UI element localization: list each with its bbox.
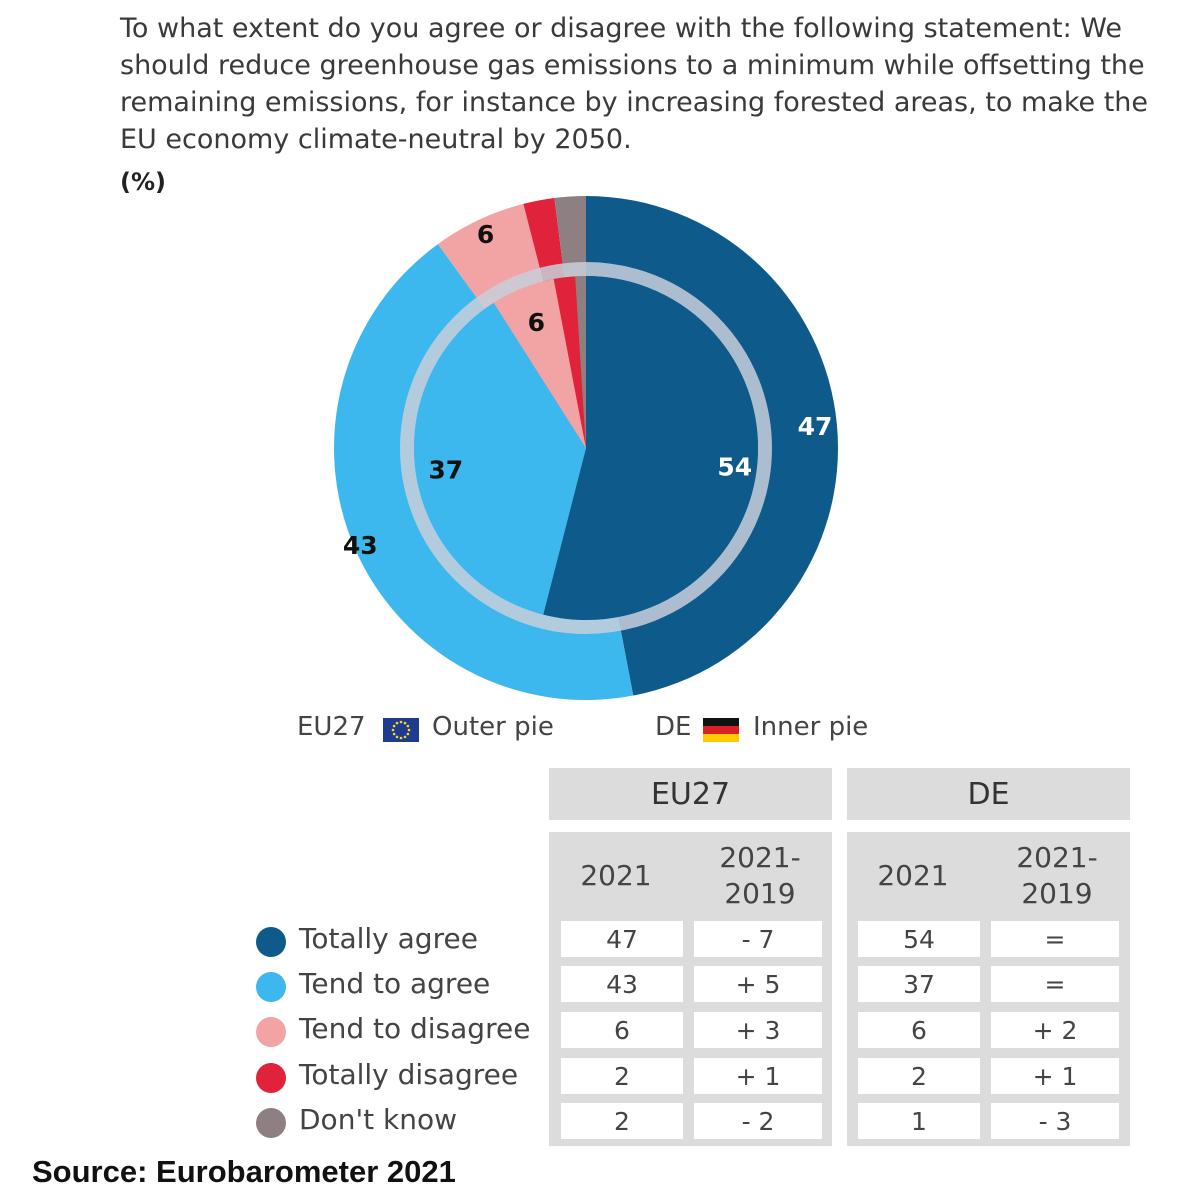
legend-dot-totally-disagree xyxy=(256,1063,286,1093)
row-label: Totally disagree xyxy=(299,1058,519,1091)
de-col-2021: 2021 xyxy=(877,859,949,892)
table-cell: = xyxy=(991,966,1119,1002)
table-cell: = xyxy=(991,921,1119,957)
row-label: Totally agree xyxy=(299,922,478,955)
inner-pie-label: Inner pie xyxy=(753,712,869,742)
legend-dot-tend-to-agree xyxy=(256,972,286,1002)
de-col-change: 2021- 2019 xyxy=(1016,841,1098,910)
inner-slice-totally-disagree xyxy=(553,276,586,448)
legend-dot-dont-know xyxy=(256,1108,286,1138)
table-cell: 54 xyxy=(858,921,980,957)
inner-label-tend-to-disagree: 6 xyxy=(528,308,545,337)
table-cell: - 7 xyxy=(694,921,822,957)
table-cell: 43 xyxy=(561,966,683,1002)
table-cell: 37 xyxy=(858,966,980,1002)
source-note: Source: Eurobarometer 2021 xyxy=(32,1154,456,1189)
inner-slice-totally-agree xyxy=(543,276,758,620)
table-cell: 1 xyxy=(858,1103,980,1139)
eu-flag-icon xyxy=(383,718,419,742)
table-cell: + 3 xyxy=(694,1012,822,1048)
eu27-col-change: 2021- 2019 xyxy=(719,841,801,910)
row-label: Tend to disagree xyxy=(299,1012,531,1045)
legend-dot-tend-to-disagree xyxy=(256,1017,286,1047)
question-text: To what extent do you agree or disagree … xyxy=(120,13,1149,155)
table-cell: 6 xyxy=(561,1012,683,1048)
inner-label-tend-to-agree: 37 xyxy=(428,456,463,485)
table-cell: 2 xyxy=(858,1058,980,1094)
inner-slice-tend-to-disagree xyxy=(493,279,586,448)
inner-slice-don-t-know xyxy=(575,276,586,448)
table-cell: 6 xyxy=(858,1012,980,1048)
de-flag-icon xyxy=(703,718,739,742)
inner-slice-tend-to-agree xyxy=(414,302,586,615)
table-group-de: DE xyxy=(847,768,1130,820)
table-cell: - 2 xyxy=(694,1103,822,1139)
table-cell: 47 xyxy=(561,921,683,957)
nested-pie-chart: 47 43 6 54 37 6 xyxy=(333,196,839,700)
row-label: Tend to agree xyxy=(299,967,491,1000)
pie-separator-ring xyxy=(400,262,772,634)
row-label: Don't know xyxy=(299,1103,458,1136)
outer-label-tend-to-agree: 43 xyxy=(343,531,378,560)
inner-region-label: DE xyxy=(655,712,692,742)
table-cell: 2 xyxy=(561,1103,683,1139)
outer-region-label: EU27 xyxy=(297,712,366,742)
legend-dot-totally-agree xyxy=(256,927,286,957)
table-group-eu27: EU27 xyxy=(549,768,832,820)
table-cell: + 5 xyxy=(694,966,822,1002)
table-cell: - 3 xyxy=(991,1103,1119,1139)
eu27-col-2021: 2021 xyxy=(580,859,652,892)
outer-pie-label: Outer pie xyxy=(432,712,554,742)
inner-label-totally-agree: 54 xyxy=(717,452,752,481)
outer-label-tend-to-disagree: 6 xyxy=(477,220,494,249)
table-cell: 2 xyxy=(561,1058,683,1094)
table-cell: + 1 xyxy=(991,1058,1119,1094)
table-cell: + 2 xyxy=(991,1012,1119,1048)
unit-label: (%) xyxy=(120,168,166,196)
table-cell: + 1 xyxy=(694,1058,822,1094)
outer-label-totally-agree: 47 xyxy=(798,412,833,441)
